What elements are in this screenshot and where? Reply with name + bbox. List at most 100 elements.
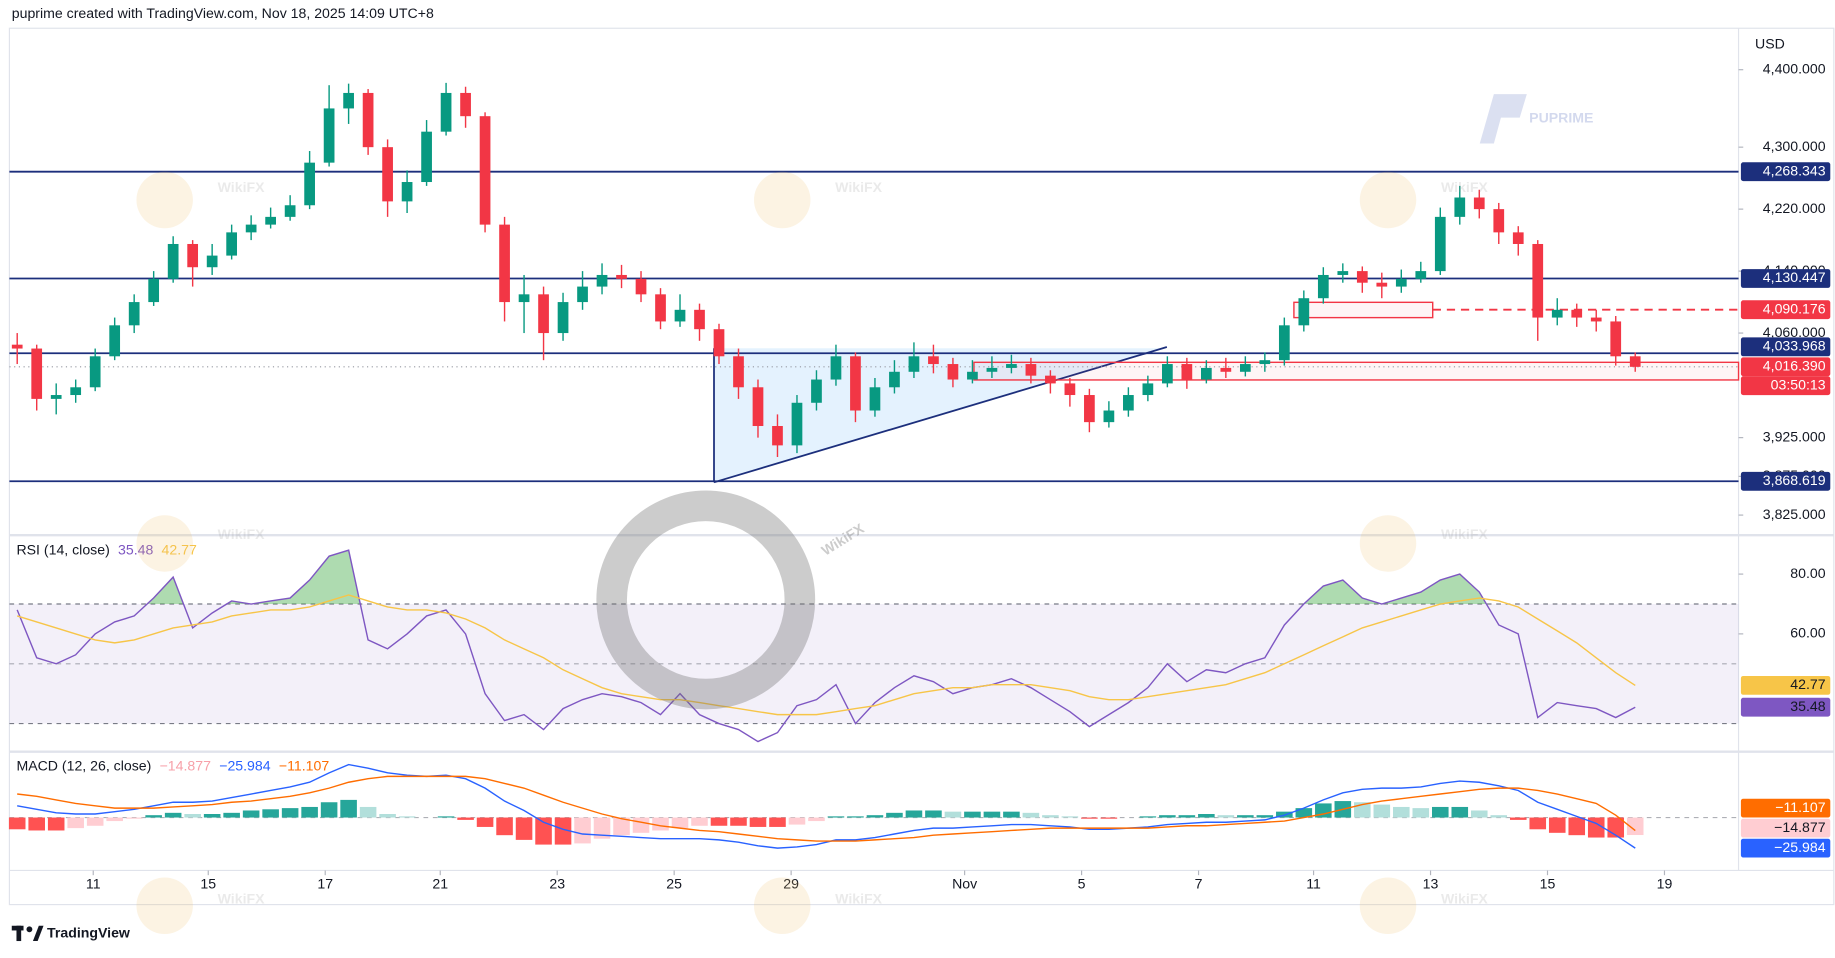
histogram-bar [1100, 817, 1118, 819]
histogram-bar [1003, 811, 1020, 818]
candle-body [421, 131, 432, 183]
candle-body [1590, 317, 1602, 322]
histogram-bar [1373, 804, 1391, 818]
candle-body [1395, 278, 1407, 287]
histogram-bar [496, 817, 513, 836]
y-tick-label: 4,400.000 [1763, 60, 1826, 76]
watermark-icon [1359, 171, 1417, 229]
histogram-bar [67, 817, 84, 829]
y-tick-label: 80.00 [1790, 565, 1825, 581]
candle-body [1415, 271, 1427, 279]
last-price-label: 4,016.390 [1763, 358, 1826, 374]
candle-body [967, 371, 978, 380]
candle-body [50, 395, 62, 399]
candle-body [440, 92, 452, 132]
last-value-label: −11.107 [1775, 799, 1826, 815]
logo-mark [26, 926, 33, 933]
x-tick-label: 7 [1195, 875, 1203, 891]
histogram-bar [749, 817, 767, 827]
candle-body [616, 274, 627, 279]
triangle-fill [714, 348, 1165, 483]
candle-body [167, 243, 179, 279]
histogram-bar [769, 817, 786, 827]
histogram-bar [827, 816, 845, 818]
candle-body [323, 108, 335, 163]
candle-body [31, 348, 43, 399]
countdown: 03:50:13 [1771, 376, 1826, 392]
header-value: 42.77 [162, 541, 197, 557]
histogram-bar [320, 802, 338, 818]
histogram-bar [86, 817, 104, 826]
candle-body [1356, 271, 1368, 283]
candle-body [11, 344, 23, 349]
candle-body [1629, 356, 1641, 367]
histogram-bar [847, 816, 864, 818]
histogram-bar [574, 817, 591, 844]
level-label-box [1740, 269, 1831, 288]
plot-area: 4,400.0004,300.0004,220.0004,140.0004,06… [8, 60, 1831, 891]
histogram-bar [1529, 817, 1547, 830]
candle-body [1200, 367, 1212, 380]
x-tick-label: 25 [666, 875, 682, 891]
candle-body [265, 216, 276, 225]
candle-body [635, 278, 647, 295]
histogram-bar [1626, 817, 1644, 836]
rsi-line [16, 549, 1636, 743]
candle-body [557, 302, 569, 334]
candle-body [343, 92, 354, 109]
histogram-bar [652, 817, 669, 831]
last-value-label-box [1740, 818, 1831, 838]
watermark-icon [136, 877, 193, 934]
triangle-edge [713, 346, 1168, 484]
histogram-bar [1061, 816, 1079, 818]
histogram-bar [983, 811, 1001, 818]
level-label: 3,868.619 [1763, 472, 1826, 488]
candle-body [1298, 298, 1310, 326]
logo-text: TradingView [47, 925, 130, 941]
histogram-bar [1139, 816, 1157, 818]
candle-body [713, 329, 725, 357]
last-value-label-box [1740, 697, 1831, 717]
candle-body [947, 364, 959, 380]
watermark: WikiFX [218, 526, 265, 542]
x-tick-label: 13 [1423, 875, 1439, 891]
signal-line [17, 775, 1636, 842]
candle-body [1239, 364, 1251, 372]
candle-body [70, 387, 82, 396]
candle-body [1610, 321, 1622, 357]
candle-body [89, 356, 101, 388]
watermark-icon [1359, 515, 1417, 572]
candle-body [1123, 395, 1134, 411]
histogram-bar [730, 817, 747, 826]
histogram-bar [340, 799, 357, 818]
histogram-bar [1256, 815, 1274, 818]
histogram-bar [457, 817, 474, 820]
histogram-bar [710, 817, 728, 826]
candle-body [206, 255, 218, 268]
histogram-bar [47, 817, 65, 831]
candle-body [1571, 309, 1583, 318]
histogram-bar [1431, 806, 1449, 818]
candle-body [1142, 383, 1154, 396]
histogram-bar [301, 806, 318, 818]
x-tick-label: 11 [86, 875, 101, 891]
candle-body [772, 426, 783, 446]
candle-body [752, 387, 764, 427]
candle-body [1337, 271, 1349, 275]
candle-body [1551, 309, 1563, 318]
candle-body [694, 309, 705, 330]
histogram-bar [593, 817, 611, 839]
histogram-bar [8, 817, 26, 830]
candle-body [479, 116, 491, 225]
last-value-label: −14.877 [1774, 819, 1826, 835]
candle-body [1434, 216, 1446, 272]
candle-body [889, 371, 900, 388]
x-tick-label: 23 [549, 875, 565, 891]
candle-body [1278, 325, 1290, 361]
histogram-bar [515, 817, 533, 840]
candle-body [596, 274, 608, 287]
candle-body [1103, 410, 1115, 423]
y-tick-label: 4,220.000 [1763, 200, 1826, 216]
x-tick-label: 5 [1078, 875, 1086, 891]
